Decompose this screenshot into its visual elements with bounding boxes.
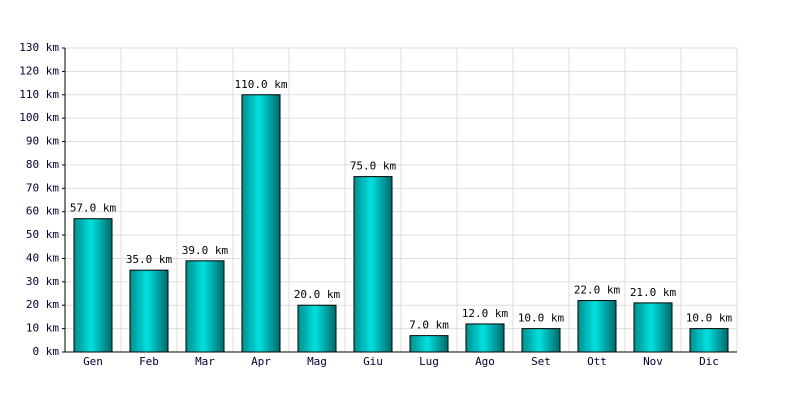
bar [465, 323, 505, 353]
y-tick-label: 90 km [26, 135, 59, 148]
x-tick-label: Mag [307, 355, 327, 368]
bar [241, 94, 281, 353]
value-label: 22.0 km [574, 284, 621, 297]
x-tick-label: Lug [419, 355, 439, 368]
y-tick-label: 60 km [26, 205, 59, 218]
value-label: 110.0 km [235, 78, 288, 91]
y-tick-label: 70 km [26, 181, 59, 194]
value-label: 57.0 km [70, 202, 117, 215]
y-tick-label: 40 km [26, 251, 59, 264]
x-tick-label: Giu [363, 355, 383, 368]
bar [129, 269, 169, 353]
value-label: 35.0 km [126, 253, 173, 266]
y-tick-label: 130 km [19, 41, 59, 54]
y-tick-label: 0 km [33, 345, 60, 358]
value-label: 7.0 km [409, 319, 449, 332]
bar [577, 300, 617, 353]
value-label: 12.0 km [462, 307, 509, 320]
bar [633, 302, 673, 353]
x-tick-label: Gen [83, 355, 103, 368]
value-label: 75.0 km [350, 160, 397, 173]
bar [353, 176, 393, 353]
y-tick-label: 30 km [26, 275, 59, 288]
y-tick-label: 80 km [26, 158, 59, 171]
y-tick-label: 20 km [26, 298, 59, 311]
y-tick-label: 120 km [19, 64, 59, 77]
y-tick-label: 50 km [26, 228, 59, 241]
x-tick-label: Mar [195, 355, 215, 368]
x-tick-label: Apr [251, 355, 271, 368]
bar [185, 260, 225, 353]
x-tick-label: Dic [699, 355, 719, 368]
bar [689, 328, 729, 353]
bar [521, 328, 561, 353]
bar [297, 304, 337, 353]
x-tick-label: Feb [139, 355, 159, 368]
y-tick-label: 110 km [19, 88, 59, 101]
x-tick-label: Set [531, 355, 551, 368]
value-label: 20.0 km [294, 288, 341, 301]
y-tick-label: 100 km [19, 111, 59, 124]
x-tick-label: Ott [587, 355, 607, 368]
x-tick-label: Nov [643, 355, 663, 368]
x-tick-label: Ago [475, 355, 495, 368]
value-label: 10.0 km [686, 312, 733, 325]
value-label: 39.0 km [182, 244, 229, 257]
bar [409, 335, 449, 353]
value-label: 10.0 km [518, 312, 565, 325]
value-label: 21.0 km [630, 286, 677, 299]
bar [73, 218, 113, 353]
y-tick-label: 10 km [26, 322, 59, 335]
